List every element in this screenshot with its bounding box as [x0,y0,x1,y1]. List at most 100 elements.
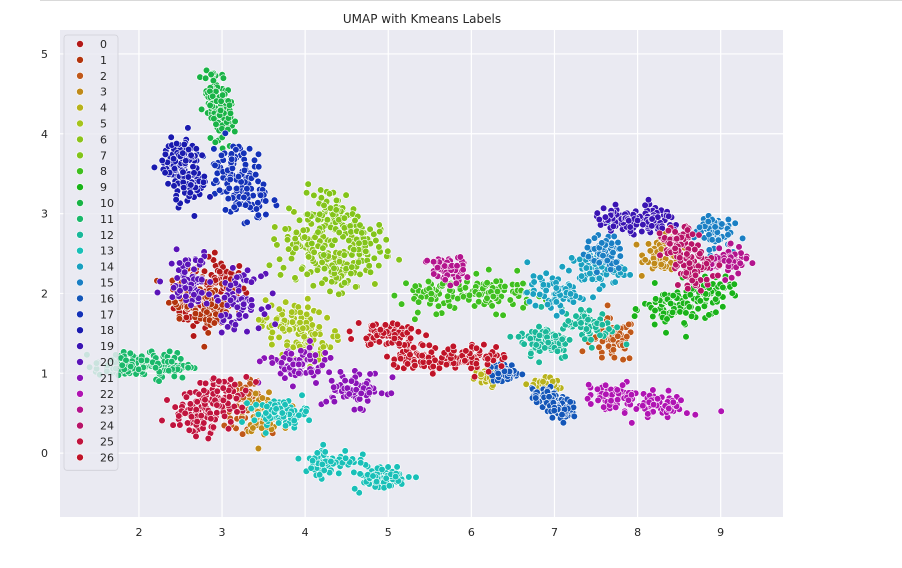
data-point [539,378,547,386]
data-point [242,373,250,381]
data-point [332,206,340,214]
x-tick-label: 3 [219,526,226,539]
legend-marker [76,421,84,430]
data-point [616,245,624,253]
data-point [184,364,192,372]
data-point [158,156,166,165]
data-point [292,244,300,252]
data-point [527,349,535,358]
data-point [257,272,265,280]
legend-label: 13 [100,245,114,258]
data-point [731,219,739,227]
data-point [717,407,725,415]
data-point [446,302,454,310]
data-point [357,389,365,398]
data-point [585,381,593,389]
data-point [283,341,291,349]
data-point [217,97,225,105]
data-point [299,226,307,234]
data-point [169,421,177,429]
data-point [665,404,673,413]
data-point [330,398,339,406]
data-point [518,370,526,379]
data-point [550,407,558,415]
data-point [587,400,595,408]
data-point [414,308,422,317]
data-point [275,419,283,427]
data-point [685,303,693,311]
data-point [577,319,585,327]
data-point [452,279,460,287]
data-point [605,325,613,333]
data-point [255,324,263,332]
data-point [530,278,538,286]
data-point [501,282,509,291]
data-point [163,396,171,404]
data-point [249,424,257,432]
y-tick-label: 4 [41,128,48,141]
data-point [330,383,338,391]
data-point [414,328,423,336]
data-point [209,423,217,431]
data-point [165,367,173,375]
data-point [656,251,664,259]
data-point [180,277,188,285]
data-point [545,393,553,401]
data-point [211,161,219,169]
data-point [734,269,742,278]
data-point [418,352,426,360]
legend-marker [76,342,84,350]
data-point [155,377,163,385]
data-point [246,145,254,153]
data-point [664,387,673,395]
data-point [181,409,189,417]
data-point [314,228,322,236]
legend-label: 23 [100,404,114,417]
legend-label: 14 [100,261,114,274]
legend-marker [76,87,84,96]
data-point [601,381,610,389]
data-point [644,240,653,248]
data-point [298,265,306,273]
data-point [225,393,234,401]
data-point [542,286,550,295]
data-point [216,186,224,194]
data-point [680,319,688,327]
data-point [459,266,467,274]
data-point [543,300,552,309]
data-point [663,315,671,323]
legend-marker [76,167,84,175]
data-point [263,402,271,411]
data-point [270,235,278,243]
legend-marker [76,40,84,48]
data-point [398,300,406,308]
data-point [252,378,260,386]
data-point [427,295,435,304]
data-point [325,190,334,198]
data-point [287,350,295,358]
legend-label: 22 [100,388,114,401]
data-point [258,394,267,402]
data-point [217,151,226,159]
data-point [288,318,297,326]
data-point [190,291,198,299]
data-point [305,416,313,424]
data-point [725,257,733,265]
data-point [610,354,619,362]
data-point [673,235,681,243]
data-point [279,264,288,272]
data-point [683,250,691,258]
data-point [477,370,485,379]
data-point [227,296,235,304]
data-point [356,470,364,478]
x-tick-label: 6 [468,526,475,539]
data-point [308,321,316,329]
data-point [230,203,238,211]
data-point [315,308,323,316]
data-point [276,255,284,263]
data-point [548,414,557,422]
data-point [537,303,545,311]
data-point [321,349,329,357]
data-point [328,278,336,286]
